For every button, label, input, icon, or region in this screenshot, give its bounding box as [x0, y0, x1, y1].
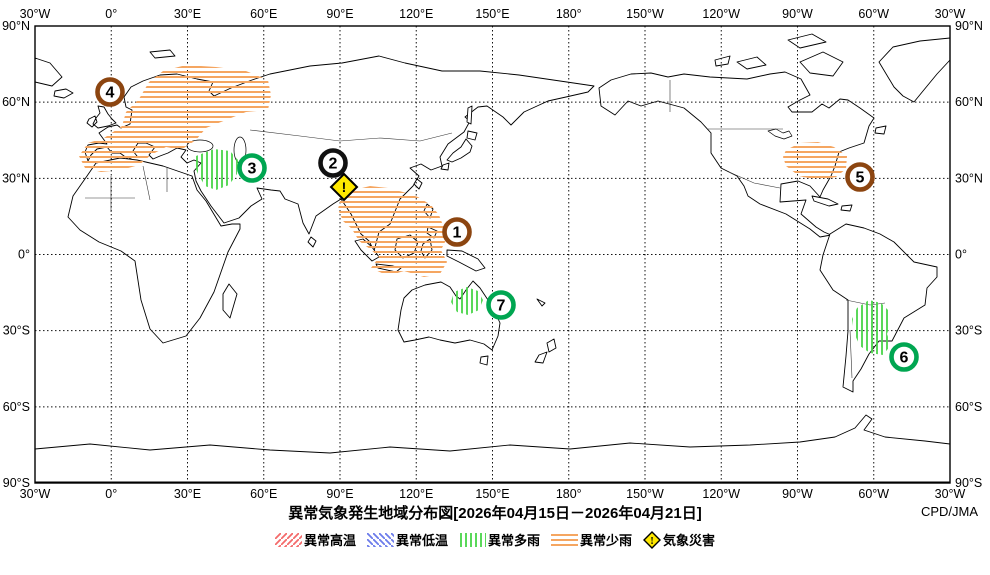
region-hatch-south-america	[852, 300, 891, 355]
legend-label-cold: 異常低温	[395, 533, 448, 548]
y-tick-right: 60°S	[955, 400, 982, 414]
lat-lon-grid	[35, 26, 950, 483]
x-tick-top: 30°W	[935, 7, 966, 21]
x-tick-bottom: 30°W	[20, 487, 51, 501]
x-tick-top: 30°E	[174, 7, 201, 21]
great-lakes	[767, 128, 793, 140]
x-tick-bottom: 30°W	[935, 487, 966, 501]
continent-australia	[397, 280, 501, 351]
y-tick-right: 90°S	[955, 476, 982, 490]
region-marker-3: 3	[237, 153, 267, 183]
x-tick-top: 30°W	[20, 7, 51, 21]
disaster-diamond-icon: !	[643, 530, 662, 549]
continent-antarctica	[34, 414, 951, 483]
x-tick-bottom: 120°E	[399, 487, 433, 501]
y-tick-left: 60°S	[3, 400, 30, 414]
x-tick-top: 150°W	[626, 7, 664, 21]
x-tick-bottom: 150°E	[475, 487, 509, 501]
region-hatch-eastern-australia	[451, 287, 483, 315]
x-tick-top: 150°E	[475, 7, 509, 21]
region-hatch-eastern-us	[783, 142, 847, 180]
y-tick-left: 60°N	[2, 95, 30, 109]
y-tick-right: 60°N	[955, 95, 983, 109]
anomaly-regions	[79, 65, 891, 355]
svg-text:!: !	[650, 536, 653, 547]
x-tick-top: 120°W	[702, 7, 740, 21]
legend-label-hot: 異常高温	[303, 533, 356, 548]
y-tick-right: 30°S	[955, 324, 982, 338]
region-hatch-europe	[79, 65, 271, 172]
x-tick-bottom: 90°E	[326, 487, 353, 501]
wet-hatch-swatch	[458, 532, 486, 547]
y-tick-right: 90°N	[955, 19, 983, 33]
x-tick-bottom: 0°	[105, 487, 117, 501]
legend-label-wet: 異常多雨	[487, 533, 540, 548]
x-tick-bottom: 90°W	[782, 487, 813, 501]
continent-north-america	[598, 71, 875, 238]
y-tick-left: 90°N	[2, 19, 30, 33]
legend-item-cold: 異常低温	[366, 530, 448, 549]
region-marker-1: 1	[442, 217, 472, 247]
legend-label-disaster: 気象災害	[663, 533, 716, 548]
x-tick-top: 90°E	[326, 7, 353, 21]
dry-hatch-swatch	[551, 532, 578, 547]
x-tick-top: 60°E	[250, 7, 277, 21]
hot-hatch-swatch	[274, 532, 302, 547]
x-tick-bottom: 150°W	[626, 487, 664, 501]
region-marker-2: 2	[318, 148, 348, 178]
region-marker-5: 5	[845, 162, 875, 192]
x-tick-bottom: 180°	[556, 487, 582, 501]
region-hatch-middle-east	[194, 149, 238, 190]
legend-item-wet: 異常多雨	[458, 530, 540, 549]
x-tick-bottom: 120°W	[702, 487, 740, 501]
region-marker-7: 7	[486, 290, 516, 320]
legend-item-dry: 異常少雨	[551, 530, 632, 549]
y-tick-left: 30°S	[3, 324, 30, 338]
legend: 異常高温 異常低温 異常多雨 異常少雨 ! 気象災害	[0, 530, 990, 549]
region-number: 6	[900, 350, 909, 367]
y-tick-left: 90°S	[3, 476, 30, 490]
region-number: 7	[497, 298, 506, 315]
region-marker-4: 4	[95, 77, 125, 107]
region-number: 4	[106, 85, 115, 102]
disaster-marker: !	[329, 172, 359, 202]
region-hatch-southeast-asia	[338, 186, 447, 277]
y-tick-right: 0°	[955, 248, 967, 262]
map-frame	[34, 25, 951, 484]
y-tick-left: 0°	[18, 248, 30, 262]
region-marker-6: 6	[889, 342, 919, 372]
x-tick-top: 120°E	[399, 7, 433, 21]
axis-labels: 30°W30°W0°0°30°E30°E60°E60°E90°E90°E120°…	[2, 7, 983, 501]
x-tick-top: 0°	[105, 7, 117, 21]
legend-label-dry: 異常少雨	[580, 533, 633, 548]
legend-item-hot: 異常高温	[274, 530, 356, 549]
credit-label: CPD/JMA	[920, 504, 978, 519]
legend-item-disaster: ! 気象災害	[643, 530, 715, 549]
disaster-exclamation: !	[342, 179, 347, 195]
region-number: 2	[329, 156, 338, 173]
x-tick-top: 180°	[556, 7, 582, 21]
x-tick-bottom: 60°E	[250, 487, 277, 501]
y-tick-right: 30°N	[955, 171, 983, 185]
region-number: 5	[856, 170, 865, 187]
cold-hatch-swatch	[366, 532, 394, 547]
x-tick-top: 90°W	[782, 7, 813, 21]
x-tick-bottom: 30°E	[174, 487, 201, 501]
region-number: 3	[248, 161, 257, 178]
region-number: 1	[453, 225, 462, 242]
lakes	[186, 128, 793, 164]
x-tick-top: 60°W	[858, 7, 889, 21]
x-tick-bottom: 60°W	[858, 487, 889, 501]
map-title: 異常気象発生地域分布図[2026年04月15日－2026年04月21日]	[288, 505, 702, 522]
y-tick-left: 30°N	[2, 171, 30, 185]
